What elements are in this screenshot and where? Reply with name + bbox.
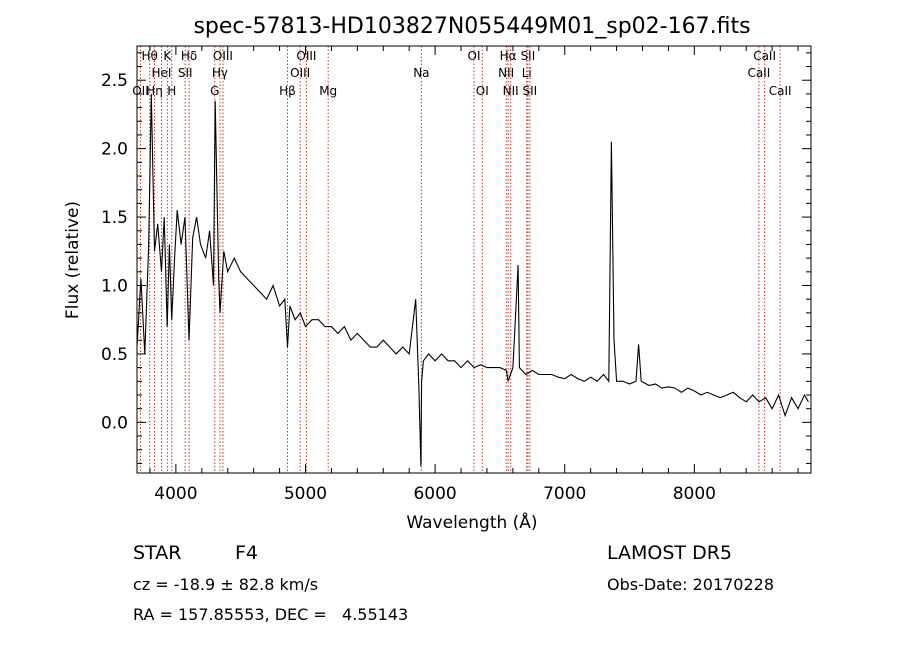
x-axis-label: Wavelength (Å) <box>406 511 537 533</box>
object-subclass: F4 <box>235 542 258 564</box>
spectral-line-label: OIII <box>296 49 316 63</box>
chart-title: spec-57813-HD103827N055449M01_sp02-167.f… <box>193 14 750 39</box>
spectral-line-label: SII <box>521 49 536 63</box>
spectral-line-label: CaII <box>769 84 792 98</box>
redshift-readout: cz = -18.9 ± 82.8 km/s <box>133 575 318 594</box>
spectral-line-labels: OIIHθHηHeIKHSIIHδGHγOIIIHβOIIIOIIIMgNaOI… <box>132 49 791 98</box>
spectral-line-label: Hα <box>500 49 517 63</box>
object-class: STAR <box>133 542 181 564</box>
x-axis: 4000 5000 6000 7000 8000 <box>149 46 799 504</box>
y-tick-label: 2.0 <box>101 140 128 160</box>
spectral-line-label: H <box>167 84 176 98</box>
coordinates-readout: RA = 157.85553, DEC = 4.55143 <box>133 605 408 624</box>
y-tick-label: 0.0 <box>101 413 128 433</box>
spectral-line-label: K <box>163 49 172 63</box>
y-tick-label: 1.0 <box>101 277 128 297</box>
x-tick-label: 4000 <box>154 484 197 504</box>
spectral-line-label: HeI <box>152 66 172 80</box>
spectral-line-label: SII <box>178 66 193 80</box>
spectral-line-markers <box>139 46 781 473</box>
spectral-line-label: Mg <box>319 84 337 98</box>
spectral-line-label: Hη <box>146 84 163 98</box>
spectral-line-label: G <box>210 84 219 98</box>
spectral-line-label: Hγ <box>212 66 228 80</box>
x-tick-label: 7000 <box>543 484 586 504</box>
spectral-line-label: CaII <box>747 66 770 80</box>
spectral-line-label: OII <box>132 84 149 98</box>
y-tick-label: 2.5 <box>101 71 128 91</box>
x-tick-label: 5000 <box>284 484 327 504</box>
spectral-line-label: OI <box>476 84 489 98</box>
spectral-line-label: OIII <box>290 66 310 80</box>
x-tick-label: 6000 <box>413 484 456 504</box>
spectral-line-label: CaII <box>753 49 776 63</box>
spectral-line-label: Hθ <box>142 49 158 63</box>
spectral-line-label: SII <box>523 84 538 98</box>
spectral-line-label: Na <box>413 66 429 80</box>
y-tick-label: 0.5 <box>101 345 128 365</box>
spectral-line-label: Li <box>522 66 532 80</box>
spectral-line-label: NII <box>503 84 519 98</box>
y-tick-label: 1.5 <box>101 208 128 228</box>
spectral-line-label: Hβ <box>279 84 296 98</box>
y-axis-label: Flux (relative) <box>63 201 83 319</box>
spectral-line-label: NII <box>498 66 514 80</box>
observation-date: Obs-Date: 20170228 <box>607 575 774 594</box>
spectral-line-label: Hδ <box>181 49 197 63</box>
spectral-line-label: OI <box>468 49 481 63</box>
plot-frame <box>136 45 812 474</box>
y-axis: 0.0 0.5 1.0 1.5 2.0 2.5 <box>101 52 811 464</box>
spectrum-line <box>136 93 809 467</box>
survey-name: LAMOST DR5 <box>607 542 732 564</box>
spectral-line-label: OIII <box>213 49 233 63</box>
x-tick-label: 8000 <box>673 484 716 504</box>
